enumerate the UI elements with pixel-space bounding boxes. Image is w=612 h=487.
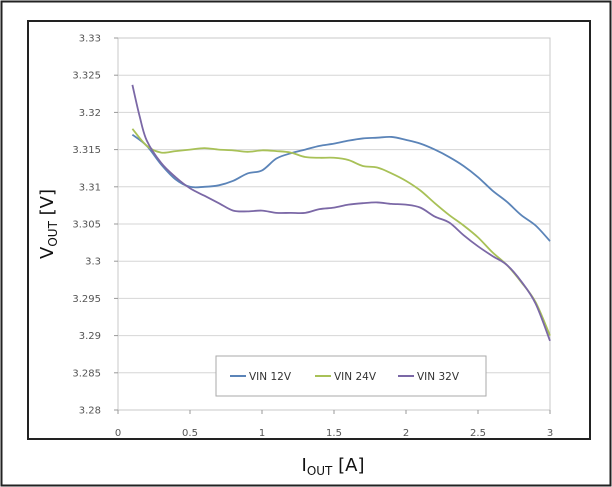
legend-label-vin-12v: VIN 12V — [249, 371, 292, 383]
y-tick-label: 3.305 — [72, 220, 101, 231]
x-tick-label: 2.5 — [470, 428, 486, 439]
series-line-vin-32v — [131, 84, 551, 342]
y-tick-label: 3.28 — [79, 406, 101, 417]
x-tick-label: 2 — [403, 428, 409, 439]
x-tick-label: 0.5 — [182, 428, 198, 439]
x-tick-label: 3 — [547, 428, 553, 439]
y-tick-label: 3.3 — [85, 257, 101, 268]
y-axis-ticks: 3.28 3.285 3.29 3.295 3.3 3.305 3.31 3.315 3.32 3… — [72, 34, 118, 417]
y-tick-label: 3.315 — [72, 145, 101, 156]
series-line-vin-12v — [131, 133, 551, 242]
x-axis-ticks: 0 0.5 1 1.5 2 2.5 3 — [115, 410, 553, 439]
x-tick-label: 0 — [115, 428, 121, 439]
y-tick-label: 3.29 — [79, 331, 101, 342]
x-tick-label: 1.5 — [326, 428, 342, 439]
legend-label-vin-24v: VIN 24V — [334, 371, 377, 383]
series-line-vin-24v — [131, 128, 551, 336]
y-tick-label: 3.295 — [72, 294, 101, 305]
y-tick-label: 3.325 — [72, 71, 101, 82]
legend-label-vin-32v: VIN 32V — [417, 371, 460, 383]
y-tick-label: 3.31 — [79, 182, 101, 193]
y-tick-label: 3.33 — [79, 34, 101, 45]
y-axis-label: VOUT [V] — [37, 189, 60, 259]
legend: VIN 12V VIN 24V VIN 32V — [215, 355, 487, 397]
series-lines — [131, 84, 551, 342]
y-tick-label: 3.285 — [72, 368, 101, 379]
x-axis-label: IOUT [A] — [302, 455, 365, 478]
legend-box — [215, 355, 487, 397]
y-tick-label: 3.32 — [79, 108, 101, 119]
x-tick-label: 1 — [259, 428, 265, 439]
